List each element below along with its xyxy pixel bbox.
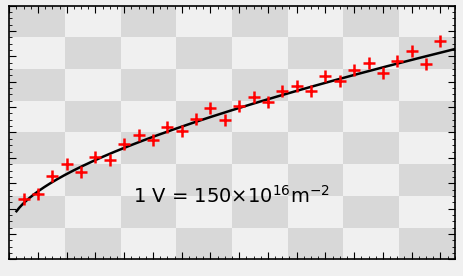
- Bar: [65, 6, 120, 37]
- Bar: [120, 69, 176, 101]
- Bar: [9, 132, 65, 164]
- Bar: [120, 6, 176, 37]
- Bar: [232, 69, 287, 101]
- Bar: [9, 196, 65, 228]
- Bar: [398, 196, 454, 228]
- Bar: [343, 228, 398, 259]
- Bar: [232, 228, 287, 259]
- Bar: [287, 196, 343, 228]
- Bar: [65, 164, 120, 196]
- Bar: [343, 132, 398, 164]
- Bar: [287, 228, 343, 259]
- Bar: [65, 228, 120, 259]
- Bar: [287, 164, 343, 196]
- Bar: [398, 228, 454, 259]
- Bar: [9, 69, 65, 101]
- Bar: [232, 37, 287, 69]
- Bar: [232, 132, 287, 164]
- Bar: [176, 101, 232, 132]
- Bar: [232, 196, 287, 228]
- Bar: [176, 132, 232, 164]
- Bar: [65, 132, 120, 164]
- Bar: [9, 101, 65, 132]
- Bar: [65, 196, 120, 228]
- Bar: [398, 6, 454, 37]
- Bar: [343, 6, 398, 37]
- Bar: [343, 101, 398, 132]
- Bar: [65, 101, 120, 132]
- Text: 1 V = 150$\times$10$^{16}$m$^{-2}$: 1 V = 150$\times$10$^{16}$m$^{-2}$: [133, 185, 330, 207]
- Bar: [398, 101, 454, 132]
- Bar: [120, 101, 176, 132]
- Bar: [287, 101, 343, 132]
- Bar: [176, 37, 232, 69]
- Bar: [398, 37, 454, 69]
- Bar: [9, 6, 65, 37]
- Bar: [176, 196, 232, 228]
- Bar: [232, 6, 287, 37]
- Bar: [65, 69, 120, 101]
- Bar: [232, 101, 287, 132]
- Bar: [9, 164, 65, 196]
- Bar: [120, 37, 176, 69]
- Bar: [398, 132, 454, 164]
- Bar: [9, 228, 65, 259]
- Bar: [287, 132, 343, 164]
- Bar: [9, 37, 65, 69]
- Bar: [343, 69, 398, 101]
- Bar: [232, 164, 287, 196]
- Bar: [120, 196, 176, 228]
- Bar: [65, 37, 120, 69]
- Bar: [343, 164, 398, 196]
- Bar: [287, 37, 343, 69]
- Bar: [120, 132, 176, 164]
- Bar: [287, 6, 343, 37]
- Bar: [398, 69, 454, 101]
- Bar: [287, 69, 343, 101]
- Bar: [176, 69, 232, 101]
- Bar: [176, 228, 232, 259]
- Bar: [120, 228, 176, 259]
- Bar: [398, 164, 454, 196]
- Bar: [176, 6, 232, 37]
- Bar: [343, 37, 398, 69]
- Bar: [176, 164, 232, 196]
- Bar: [343, 196, 398, 228]
- Bar: [120, 164, 176, 196]
